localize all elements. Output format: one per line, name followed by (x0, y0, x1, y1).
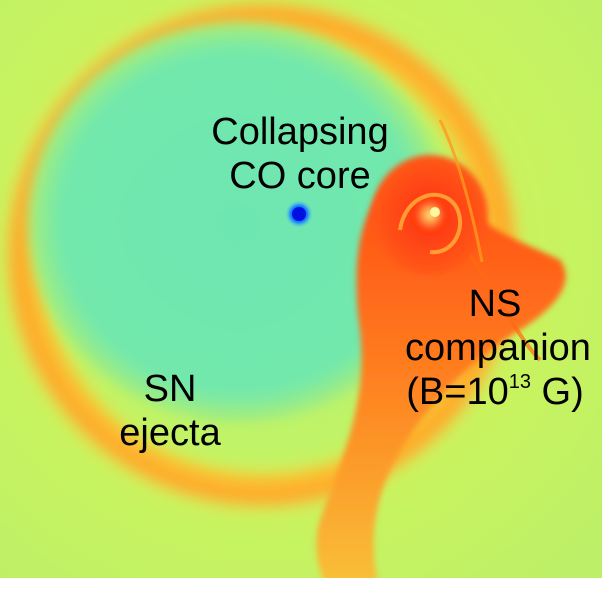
field-exponent: 13 (508, 371, 531, 393)
magnetic-field-line: (B=1013 G) (405, 370, 585, 414)
spiral-filament (398, 192, 463, 255)
collapsing-core-label: Collapsing CO core (190, 110, 410, 198)
label-line: CO core (229, 155, 371, 197)
label-line: NS (468, 283, 522, 325)
label-line: companion (405, 327, 591, 369)
ns-companion-blob (372, 155, 488, 275)
core-region (28, 22, 448, 422)
sn-ejecta-label: SN ejecta (100, 367, 240, 455)
field-suffix: G) (530, 371, 584, 413)
label-line: Collapsing (211, 111, 389, 153)
field-prefix: (B=10 (406, 371, 509, 413)
label-line: ejecta (119, 412, 221, 454)
ns-hotspot (430, 207, 440, 217)
bow-shock-filament (468, 253, 542, 362)
bow-shock-filament (438, 119, 484, 263)
label-line: SN (143, 368, 197, 410)
ns-wake (316, 166, 566, 591)
ns-companion-label: NS companion (B=1013 G) (405, 282, 591, 414)
